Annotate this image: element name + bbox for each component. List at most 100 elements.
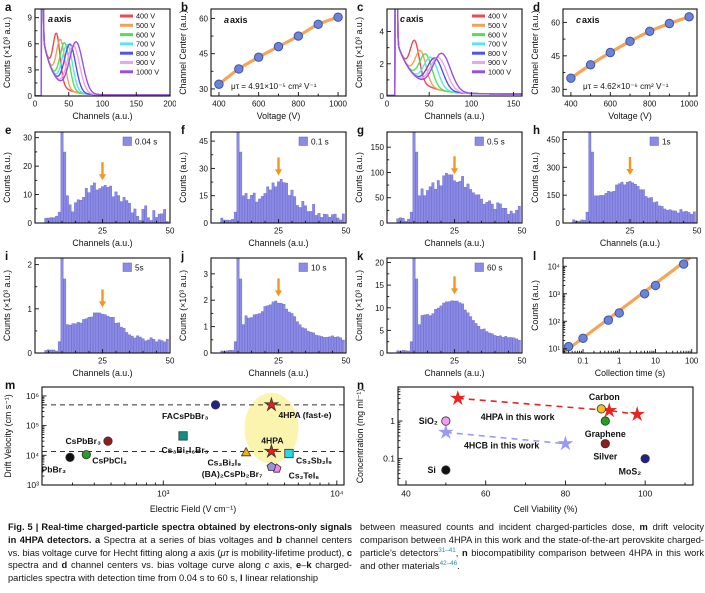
svg-text:10⁴: 10⁴: [548, 262, 561, 271]
svg-text:3: 3: [28, 66, 33, 75]
panel-g-chart: 25 50 0 50 100 150 0.5 s Channels (a.u.) Counts …: [354, 127, 528, 249]
svg-text:Electric Field (V cm⁻¹): Electric Field (V cm⁻¹): [150, 504, 236, 514]
svg-text:10⁴: 10⁴: [26, 450, 39, 460]
svg-text:Collection time (s): Collection time (s): [595, 368, 665, 378]
panel-m: m Cs₂TeI₆ FAPbBr₃ CsPbBr₃ CsPbCl₃ FACsPbBr₃ C…: [2, 380, 354, 515]
svg-text:Counts (a.u.): Counts (a.u.): [530, 280, 540, 331]
panel-j-chart: 25 50 0 1 2 3 10 s Channels (a.u.) Counts (×10³ …: [178, 253, 352, 379]
svg-text:Voltage (V): Voltage (V): [608, 111, 652, 121]
svg-text:0: 0: [204, 219, 209, 228]
chart-svg-l: 0.1 1 10 100 10¹ 10² 10³ 10⁴ Collection time (s)…: [530, 257, 699, 378]
svg-text:Carbon: Carbon: [589, 392, 620, 402]
svg-text:15: 15: [199, 192, 208, 201]
chart-svg-b: 400 600 800 1000 30 45 60 a axis μτ = 4.91×10⁻⁵ …: [178, 8, 348, 121]
chart-svg-d: 400 600 800 1000 30 45 60 c axis μτ = 4.62×10⁻⁶ …: [530, 8, 699, 121]
panel-f: f 25 50 0 15 30 45 0.1 s Channels (a.u.) Counts …: [178, 125, 352, 249]
svg-text:800: 800: [643, 100, 657, 109]
series-m: Cs₂TeI₆ FAPbBr₃ CsPbBr₃ CsPbCl₃ FACsPbBr₃ Cs₃…: [42, 392, 344, 480]
panel-i: i 25 50 0 1 2 5s Channels (a.u.) Counts (×10³ a…: [2, 251, 176, 379]
svg-text:300: 300: [547, 163, 561, 172]
svg-text:SiO₂: SiO₂: [419, 416, 438, 426]
svg-text:0: 0: [380, 92, 385, 101]
svg-text:100: 100: [685, 357, 699, 366]
svg-text:0: 0: [204, 349, 209, 358]
svg-text:700 V: 700 V: [136, 40, 155, 49]
svg-text:0: 0: [28, 219, 33, 228]
svg-text:4HPA: 4HPA: [261, 435, 283, 445]
chart-svg-h: 25 50 0 150 300 450 1s Channels (a.u.) Counts (a…: [530, 131, 702, 248]
svg-text:150: 150: [547, 191, 561, 200]
svg-text:1: 1: [390, 416, 395, 426]
svg-text:10⁴: 10⁴: [330, 489, 343, 499]
panel-h-chart: 25 50 0 150 300 450 1s Channels (a.u.) Counts (a…: [530, 127, 703, 249]
svg-text:a: a: [224, 15, 229, 25]
svg-text:10⁵: 10⁵: [26, 421, 39, 431]
chart-svg-f: 25 50 0 15 30 45 0.1 s Channels (a.u.) Counts (a…: [178, 131, 351, 248]
figure-caption-right: between measured counts and incident cha…: [360, 522, 705, 571]
svg-text:400: 400: [564, 100, 578, 109]
svg-text:Channels (a.u.): Channels (a.u.): [72, 111, 132, 121]
svg-text:Channel Center (a.u.): Channel Center (a.u.): [178, 10, 188, 95]
svg-text:Cs₂TeI₆: Cs₂TeI₆: [289, 470, 320, 480]
svg-text:45: 45: [199, 50, 208, 59]
svg-text:c: c: [576, 15, 581, 25]
panel-f-chart: 25 50 0 15 30 45 0.1 s Channels (a.u.) Counts (a…: [178, 127, 352, 249]
svg-text:0: 0: [380, 219, 385, 228]
svg-text:500 V: 500 V: [136, 21, 155, 30]
svg-text:400: 400: [212, 100, 226, 109]
svg-text:5s: 5s: [135, 263, 144, 272]
series-g: [396, 132, 521, 223]
svg-text:25: 25: [98, 227, 107, 236]
svg-text:10³: 10³: [548, 290, 560, 299]
svg-text:Silver: Silver: [593, 452, 618, 462]
svg-text:25: 25: [450, 357, 459, 366]
svg-text:Channel Center (a.u.): Channel Center (a.u.): [530, 10, 540, 95]
svg-text:10: 10: [375, 304, 384, 313]
svg-text:Counts (×10³ a.u.): Counts (×10³ a.u.): [2, 270, 12, 341]
svg-text:50: 50: [166, 227, 175, 236]
svg-text:1000 V: 1000 V: [488, 68, 511, 77]
panel-b: b 400 600 800 1000 30 45 60 a axis μτ = 4.91×10⁻…: [178, 2, 352, 122]
svg-text:20: 20: [23, 162, 32, 171]
svg-text:1000: 1000: [680, 100, 698, 109]
svg-text:Channels (a.u.): Channels (a.u.): [600, 238, 660, 248]
axes-f: 25 50 0 15 30 45 0.1 s Channels (a.u.) Counts (a…: [178, 131, 351, 248]
svg-text:axis: axis: [582, 15, 600, 25]
panel-n: n 4HPA in this work 4HCB in this work SiO₂…: [354, 380, 703, 515]
svg-text:2: 2: [380, 60, 385, 69]
svg-text:Concentration (mg ml⁻¹): Concentration (mg ml⁻¹): [355, 389, 365, 484]
svg-text:900 V: 900 V: [488, 58, 507, 67]
svg-text:4HCB in this work: 4HCB in this work: [464, 441, 539, 451]
panel-letter-j: j: [181, 251, 185, 263]
chart-svg-j: 25 50 0 1 2 3 10 s Channels (a.u.) Counts (×10³ …: [178, 257, 351, 378]
panel-a-chart: 0 50 100 150 200 0 3 6 9 a axis 400 V 500 V 600 V 700…: [2, 4, 177, 122]
panel-l-chart: 0.1 1 10 100 10¹ 10² 10³ 10⁴ Collection time (s)…: [530, 253, 703, 379]
svg-text:Counts (×10³ a.u.): Counts (×10³ a.u.): [2, 17, 12, 88]
svg-text:0: 0: [380, 349, 385, 358]
svg-text:60 s: 60 s: [487, 263, 502, 272]
svg-text:10²: 10²: [548, 317, 560, 326]
svg-text:10³: 10³: [157, 489, 169, 499]
svg-text:c: c: [400, 14, 405, 24]
svg-text:0: 0: [385, 100, 390, 109]
svg-text:10⁶: 10⁶: [26, 391, 39, 401]
panel-k: k 25 50 0 5 10 15 20 60 s Channels (a.u.) Counts …: [354, 251, 528, 379]
svg-text:μτ = 4.62×10⁻⁶ cm² V⁻¹: μτ = 4.62×10⁻⁶ cm² V⁻¹: [583, 82, 669, 91]
chart-svg-m: Cs₂TeI₆ FAPbBr₃ CsPbBr₃ CsPbCl₃ FACsPbBr₃ Cs₃…: [3, 386, 345, 514]
svg-text:3: 3: [204, 270, 209, 279]
panel-k-chart: 25 50 0 5 10 15 20 60 s Channels (a.u.) Counts (×…: [354, 253, 528, 379]
svg-text:1000: 1000: [329, 100, 347, 109]
svg-text:4HPA in this work: 4HPA in this work: [481, 412, 555, 422]
svg-text:0.1: 0.1: [383, 454, 395, 464]
svg-text:Cell Viability (%): Cell Viability (%): [514, 504, 578, 514]
svg-text:50: 50: [693, 227, 702, 236]
svg-text:Counts (a.u.): Counts (a.u.): [178, 152, 188, 203]
panel-letter-g: g: [357, 125, 365, 137]
svg-text:25: 25: [450, 227, 459, 236]
svg-text:Channels (a.u.): Channels (a.u.): [248, 368, 308, 378]
axes-b: 400 600 800 1000 30 45 60 a axis μτ = 4.91×10⁻⁵ …: [178, 8, 348, 121]
panel-g: g 25 50 0 50 100 150 0.5 s Channels (a.u.) Count…: [354, 125, 528, 249]
svg-text:20: 20: [375, 259, 384, 268]
chart-svg-n: 4HPA in this work 4HCB in this work SiO₂ Ca…: [355, 386, 694, 514]
